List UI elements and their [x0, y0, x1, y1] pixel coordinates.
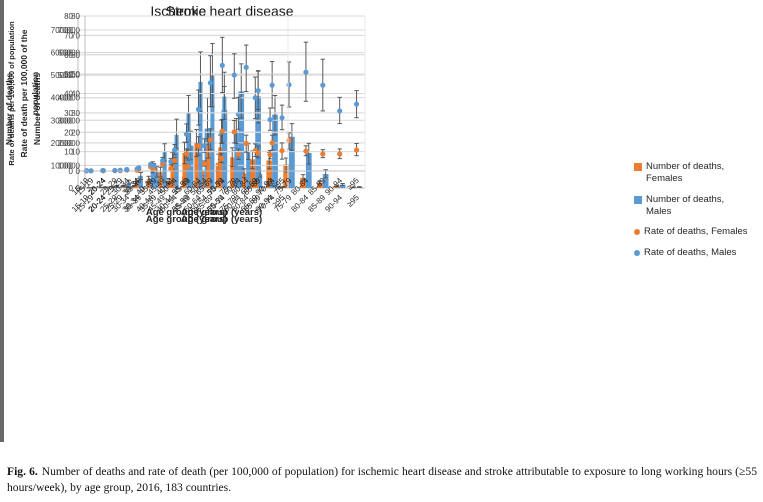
- page-edge-artifact: [0, 0, 4, 442]
- svg-text:90-94: 90-94: [323, 176, 344, 197]
- svg-text:80: 80: [64, 12, 73, 21]
- males-bar-swatch-icon: [634, 195, 642, 204]
- svg-text:50: 50: [64, 70, 73, 79]
- females-bar-swatch-icon: [634, 163, 642, 171]
- legend-label: Number of deaths, Males: [646, 193, 725, 218]
- caption-label: Fig. 6.: [7, 465, 38, 478]
- svg-text:20000: 20000: [51, 139, 74, 148]
- svg-text:20: 20: [71, 128, 80, 137]
- svg-text:80: 80: [71, 12, 80, 21]
- legend-label: Rate of deaths, Males: [644, 246, 737, 258]
- stroke-deaths-chart: 0 10000 20000 30000 40000 50000 60000 70000 Stro…: [0, 0, 300, 239]
- svg-text:50000: 50000: [51, 71, 74, 80]
- svg-text:30: 30: [71, 109, 80, 118]
- svg-text:60000: 60000: [51, 49, 74, 58]
- svg-text:30000: 30000: [51, 116, 74, 125]
- figure-caption: Fig. 6. Number of deaths and rate of deat…: [7, 464, 757, 497]
- svg-text:70000: 70000: [51, 26, 74, 35]
- svg-text:40: 40: [64, 90, 73, 99]
- stroke-rates-chart: 0 10 20 30 40 50 60 70 80 Rate of deaths per 100,…: [0, 0, 300, 231]
- svg-text:20: 20: [64, 128, 73, 137]
- svg-text:10: 10: [71, 148, 80, 157]
- svg-text:70: 70: [71, 31, 80, 40]
- legend-item-deaths-males: Number of deaths, Males: [634, 194, 762, 219]
- svg-text:Number of deaths: Number of deaths: [4, 73, 14, 146]
- svg-text:Ischemic heart disease: Ischemic heart disease: [150, 3, 293, 19]
- svg-text:10000: 10000: [51, 161, 74, 170]
- females-dot-swatch-icon: [634, 229, 640, 236]
- svg-text:0: 0: [69, 184, 74, 193]
- legend-item-rates-females: Rate of deaths, Females: [634, 226, 762, 238]
- svg-text:Number of deaths: Number of deaths: [32, 73, 42, 146]
- svg-text:60: 60: [71, 51, 80, 60]
- svg-text:10000: 10000: [58, 161, 81, 170]
- svg-text:≥95: ≥95: [345, 176, 361, 192]
- svg-text:Age group (years): Age group (years): [181, 214, 262, 225]
- svg-text:70000: 70000: [58, 26, 81, 35]
- svg-text:Age group (years): Age group (years): [146, 207, 227, 218]
- legend-item-deaths-females: Number of deaths, Females: [634, 161, 762, 186]
- svg-text:10: 10: [64, 148, 73, 157]
- svg-text:Rate of deaths per 100,000 of: Rate of deaths per 100,000 of population: [7, 21, 16, 166]
- stroke-rates-plot: 0 10 20 30 40 50 60 70 80 Rate of deaths per 100,…: [7, 12, 289, 218]
- svg-text:20000: 20000: [58, 139, 81, 148]
- svg-text:Rate of death per 100,000 of t: Rate of death per 100,000 of the: [19, 29, 29, 157]
- svg-text:60000: 60000: [58, 49, 81, 58]
- stroke-deaths-plot: 010000200003000040000500006000070000Stro…: [4, 3, 289, 225]
- svg-text:40000: 40000: [58, 94, 81, 103]
- svg-text:50000: 50000: [58, 71, 81, 80]
- svg-text:85-89: 85-89: [306, 176, 327, 197]
- svg-text:0: 0: [76, 167, 81, 176]
- legend-label: Rate of deaths, Females: [644, 226, 748, 238]
- svg-text:70: 70: [64, 31, 73, 40]
- legend-label: Number of deaths, Females: [646, 161, 725, 185]
- svg-text:≥95: ≥95: [271, 176, 287, 192]
- males-dot-swatch-icon: [634, 249, 640, 256]
- svg-text:50: 50: [71, 70, 80, 79]
- caption-text: Number of deaths and rate of death (per …: [7, 465, 758, 495]
- svg-text:30000: 30000: [58, 116, 81, 125]
- svg-text:40: 40: [71, 90, 80, 99]
- svg-text:Stroke: Stroke: [166, 3, 207, 19]
- svg-text:Age group (years): Age group (years): [146, 214, 227, 225]
- chart-legend: Number of deaths, Females Number of deat…: [634, 161, 762, 267]
- svg-text:40000: 40000: [51, 94, 74, 103]
- legend-item-rates-males: Rate of deaths, Males: [634, 247, 762, 259]
- svg-text:30: 30: [64, 109, 73, 118]
- svg-text:population: population: [30, 72, 40, 115]
- svg-text:60: 60: [64, 51, 73, 60]
- svg-text:Age group (years): Age group (years): [181, 207, 262, 218]
- svg-text:0: 0: [76, 184, 81, 193]
- svg-text:0: 0: [69, 167, 74, 176]
